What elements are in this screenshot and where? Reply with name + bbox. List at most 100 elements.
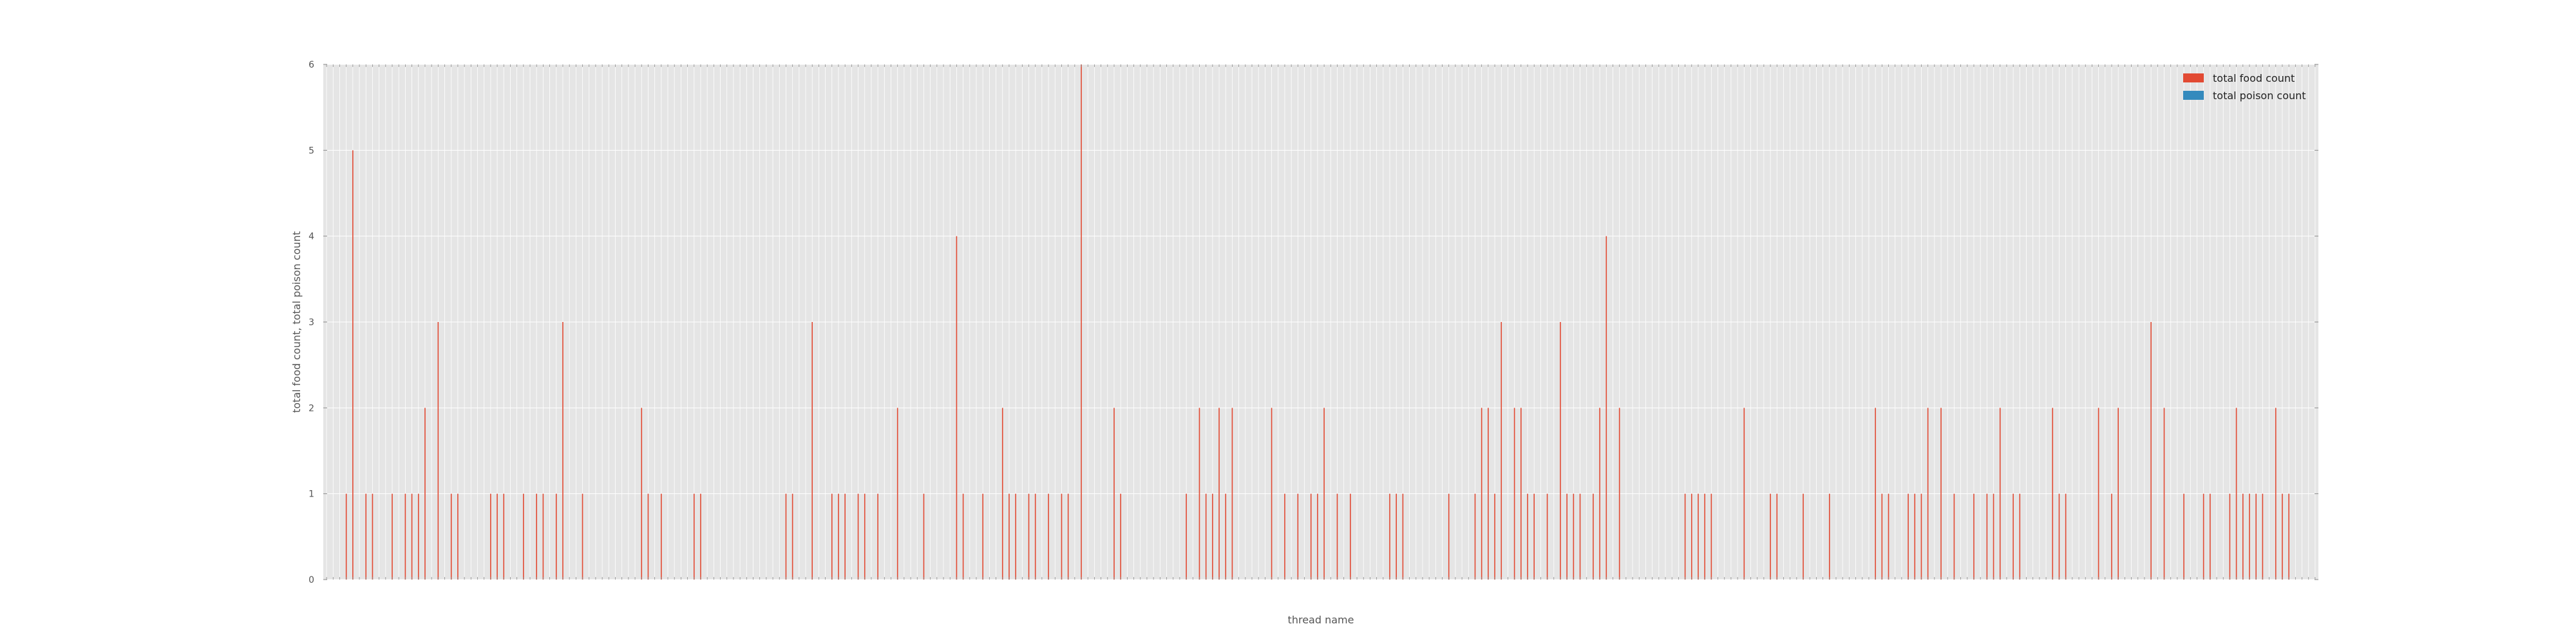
bar-food [1875, 408, 1876, 580]
bar-food [1698, 493, 1699, 580]
bar-food [1573, 493, 1575, 580]
bar-food [1953, 493, 1955, 580]
bar-food [542, 493, 544, 580]
x-axis-title: thread name [1288, 614, 1354, 626]
bar-food [1599, 408, 1600, 580]
bar-food [647, 493, 649, 580]
bar-food [1271, 408, 1273, 580]
bar-food [2210, 493, 2211, 580]
bar-food [1828, 493, 1830, 580]
bar-food [536, 493, 538, 580]
bar-food [1396, 493, 1397, 580]
bar-food [404, 493, 406, 580]
bar-food [1310, 493, 1312, 580]
bar-food [1888, 493, 1889, 580]
bar-food [1120, 493, 1121, 580]
bar-food [1710, 493, 1712, 580]
bar-food [1566, 493, 1567, 580]
bar-food [844, 493, 846, 580]
bar-food [2098, 408, 2099, 580]
bar-food [1028, 493, 1030, 580]
bar-food [1770, 493, 1771, 580]
bar-food [1618, 408, 1620, 580]
bar-food [1034, 493, 1036, 580]
bar-food [1015, 493, 1016, 580]
bar-food [2229, 493, 2231, 580]
bar-food [785, 493, 787, 580]
bar-food [1488, 408, 1489, 580]
bar-food [503, 493, 505, 580]
bar-food [838, 493, 839, 580]
bar-food [555, 493, 557, 580]
bar-food [1317, 493, 1318, 580]
bar-food [811, 322, 813, 580]
legend-label-food: total food count [2213, 72, 2295, 84]
bar-food [791, 493, 793, 580]
bar-food [1908, 493, 1909, 580]
bar-food [1986, 493, 1988, 580]
bar-food [661, 493, 662, 580]
bar-food [1927, 408, 1929, 580]
bar-food [1001, 408, 1003, 580]
bar-food [2111, 493, 2112, 580]
bar-food [437, 322, 439, 580]
bar-food [2065, 493, 2067, 580]
y-tick-label: 0 [308, 575, 314, 585]
bar-food [1914, 493, 1916, 580]
bar-food [1527, 493, 1528, 580]
bar-food [1940, 408, 1942, 580]
bar-food [497, 493, 498, 580]
bar-food [1803, 493, 1804, 580]
y-tick-label: 3 [308, 317, 314, 328]
bar-food [411, 493, 413, 580]
legend-label-poison: total poison count [2213, 90, 2306, 102]
bar-food [2183, 493, 2184, 580]
bar-food [2012, 493, 2014, 580]
bar-food [1350, 493, 1351, 580]
bar-food [2019, 493, 2021, 580]
bar-food [962, 493, 964, 580]
bar-food [1389, 493, 1390, 580]
bar-food [1225, 493, 1227, 580]
bars [345, 64, 2289, 580]
bar-food [956, 236, 958, 580]
bar-food [1520, 408, 1522, 580]
bar-food [1205, 493, 1207, 580]
bar-food [1690, 493, 1692, 580]
bar-food [1231, 408, 1233, 580]
bar-food [365, 493, 367, 580]
axis-ticks [323, 64, 2318, 580]
bar-food [345, 493, 347, 580]
bar-food [1474, 493, 1476, 580]
bar-food [1081, 64, 1082, 580]
bar-food [693, 493, 695, 580]
bar-food [1560, 322, 1561, 580]
bar-food [1513, 408, 1515, 580]
bar-food [1067, 493, 1069, 580]
bar-food [1999, 408, 2001, 580]
bar-food [1494, 493, 1495, 580]
bar-food [857, 493, 859, 580]
bar-food [523, 493, 524, 580]
bar-food [1198, 408, 1200, 580]
bar-food [1993, 493, 1994, 580]
bar-food [417, 493, 419, 580]
bar-food [1579, 493, 1581, 580]
bar-food [2235, 408, 2237, 580]
bar-food [2275, 408, 2277, 580]
bar-food [896, 408, 898, 580]
bar-food [2052, 408, 2054, 580]
y-tick-labels: 0 1 2 3 4 5 6 [308, 60, 314, 585]
bar-food [641, 408, 643, 580]
bar-food [2242, 493, 2244, 580]
bar-food [2163, 408, 2165, 580]
bar-food [2249, 493, 2250, 580]
bar-food [1704, 493, 1705, 580]
y-tick-label: 1 [308, 489, 314, 500]
bar-food [1776, 493, 1778, 580]
bar-food [1402, 493, 1404, 580]
bar-food [1284, 493, 1285, 580]
bar-food [1336, 493, 1338, 580]
bar-food [2202, 493, 2204, 580]
bar-food [1920, 493, 1922, 580]
